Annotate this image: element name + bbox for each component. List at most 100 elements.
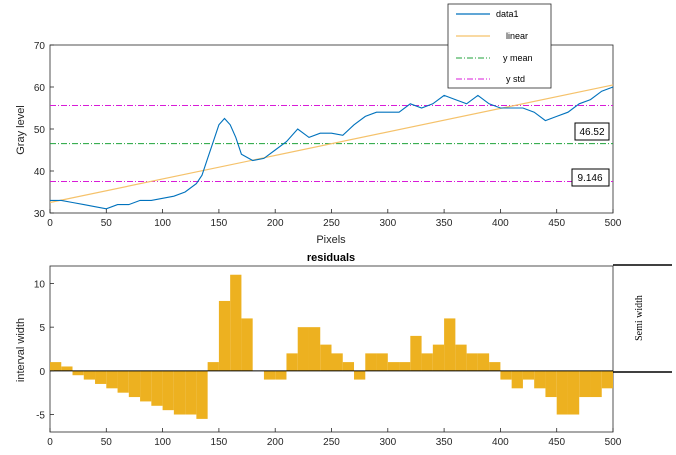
bottom-y-ticks: -5 0 5 10	[34, 279, 54, 422]
residual-bars	[50, 274, 613, 419]
residual-bar	[432, 344, 445, 371]
residual-bar	[308, 327, 321, 371]
top-x-tick-label: 300	[379, 218, 396, 229]
residual-bar	[421, 353, 433, 371]
residual-bar	[151, 370, 163, 406]
residual-bar	[162, 370, 174, 411]
top-y-tick-label: 70	[34, 41, 46, 52]
legend: data1 linear y mean y std	[447, 3, 552, 89]
bottom-x-ticks: 0 50 100 150 200 250 300 350 400 450 500	[47, 428, 622, 448]
residual-bar	[354, 370, 366, 380]
residual-bar	[376, 353, 388, 371]
residual-bar	[399, 362, 411, 371]
semi-width-bracket: Semi width	[613, 264, 672, 373]
top-x-tick-label: 150	[211, 218, 228, 229]
residual-bar	[128, 370, 141, 398]
residual-bar	[50, 362, 62, 371]
legend-box	[447, 3, 552, 89]
residual-bar	[342, 362, 355, 371]
residual-bar	[365, 353, 377, 371]
residual-bar	[331, 353, 343, 371]
top-series-lines	[49, 84, 614, 210]
bottom-x-tick-label: 300	[379, 437, 396, 448]
top-y-tick-label: 40	[34, 167, 46, 178]
bottom-x-tick-label: 250	[323, 437, 340, 448]
residual-bar	[556, 370, 568, 415]
residual-bar	[207, 362, 219, 371]
bottom-y-tick-label: -5	[36, 411, 45, 422]
bottom-x-tick-label: 500	[605, 437, 622, 448]
residual-bar	[263, 370, 276, 380]
residual-bar	[500, 370, 512, 380]
mean-annotation-text: 46.52	[579, 127, 604, 138]
residual-bar	[601, 370, 613, 389]
residual-bar	[387, 362, 400, 371]
residual-bar	[534, 370, 546, 389]
mean-annotation: 46.52	[574, 122, 610, 141]
bottom-x-tick-label: 150	[211, 437, 228, 448]
residual-bar	[140, 370, 152, 402]
residual-bar	[61, 366, 73, 371]
bottom-x-tick-label: 200	[267, 437, 284, 448]
series-line-linear	[49, 84, 614, 204]
residual-bar	[410, 335, 422, 371]
bottom-chart-title: residuals	[307, 252, 355, 264]
legend-label-y-mean: y mean	[503, 53, 533, 63]
residual-bar	[117, 370, 129, 393]
residual-bar	[275, 370, 287, 380]
residual-bar	[297, 327, 309, 371]
bottom-x-tick-label: 0	[47, 437, 53, 448]
residual-bar	[218, 300, 231, 371]
legend-label-data1: data1	[496, 9, 519, 19]
semi-width-label: Semi width	[634, 295, 645, 341]
residual-bar	[522, 370, 535, 380]
top-x-tick-label: 450	[548, 218, 565, 229]
bottom-y-tick-label: 5	[39, 323, 45, 334]
residual-bar	[185, 370, 197, 415]
top-x-tick-label: 0	[47, 218, 53, 229]
top-chart: 0 50 100 150 200 250 300 350 400 450 500 30 40 50 60 7…	[15, 3, 622, 246]
bottom-x-tick-label: 50	[101, 437, 113, 448]
residual-bar	[567, 370, 580, 415]
legend-label-linear: linear	[506, 31, 528, 41]
residual-bar	[579, 370, 591, 398]
residual-bar	[444, 318, 456, 371]
bottom-x-tick-label: 350	[436, 437, 453, 448]
top-x-tick-label: 200	[267, 218, 284, 229]
top-x-tick-label: 350	[436, 218, 453, 229]
top-y-ticks: 30 40 50 60 70	[34, 41, 54, 220]
residual-bar	[72, 370, 84, 376]
bottom-x-tick-label: 450	[548, 437, 565, 448]
top-x-tick-label: 100	[154, 218, 171, 229]
residual-bar	[455, 344, 467, 371]
residual-bar	[590, 370, 602, 398]
bottom-x-tick-label: 100	[154, 437, 171, 448]
bottom-chart: 0 50 100 150 200 250 300 350 400 450 500 -5 0 5 10 re…	[15, 252, 672, 448]
residual-bar	[477, 353, 490, 371]
residual-bar	[95, 370, 107, 384]
bottom-y-tick-label: 0	[39, 367, 45, 378]
top-x-ticks: 0 50 100 150 200 250 300 350 400 450 500	[47, 209, 622, 229]
residual-bar	[320, 344, 332, 371]
residual-bar	[286, 353, 298, 371]
top-y-tick-label: 30	[34, 209, 46, 220]
residual-bar	[511, 370, 523, 389]
residual-bar	[106, 370, 118, 389]
residual-bar	[173, 370, 186, 415]
residual-bar	[196, 370, 208, 419]
top-x-axis-label: Pixels	[316, 234, 346, 246]
top-y-tick-label: 60	[34, 83, 46, 94]
bottom-x-tick-label: 400	[492, 437, 509, 448]
top-x-tick-label: 400	[492, 218, 509, 229]
std-annotation-text: 9.146	[577, 173, 602, 184]
residual-bar	[489, 362, 501, 371]
top-x-tick-label: 250	[323, 218, 340, 229]
top-y-tick-label: 50	[34, 125, 46, 136]
bottom-y-tick-label: 10	[34, 279, 46, 290]
legend-label-y-std: y std	[506, 74, 525, 84]
residual-bar	[83, 370, 96, 380]
residual-bar	[241, 318, 253, 371]
std-annotation: 9.146	[571, 168, 610, 187]
top-x-tick-label: 50	[101, 218, 113, 229]
